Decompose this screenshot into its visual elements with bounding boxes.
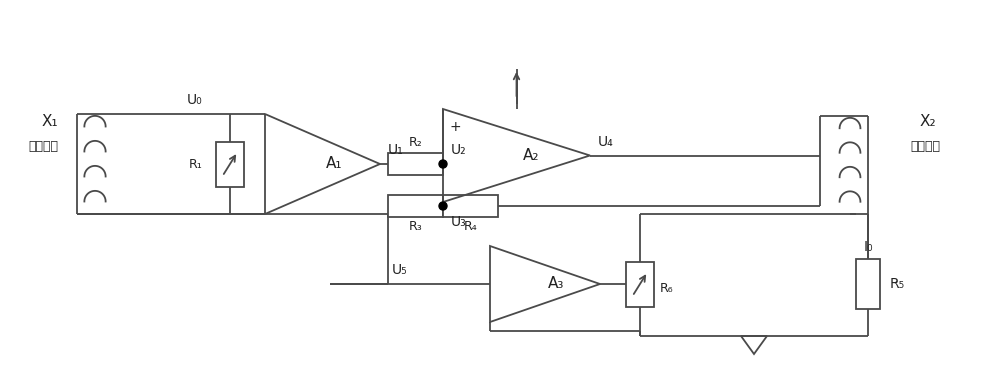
Text: +: + [449,120,461,134]
Bar [216,141,244,187]
Text: R₂: R₂ [409,136,422,149]
Bar [856,259,880,309]
Bar [388,153,443,175]
Circle shape [439,160,447,168]
Text: I₀: I₀ [863,240,873,254]
Bar [388,195,443,217]
Text: A₁: A₁ [326,157,342,172]
Text: U₀: U₀ [187,93,203,107]
Bar [443,195,498,217]
Text: U₅: U₅ [392,263,408,277]
Text: R₅: R₅ [890,277,905,291]
Circle shape [439,202,447,210]
Text: R₁: R₁ [188,157,202,170]
Text: X₂: X₂ [920,114,937,129]
Text: U₃: U₃ [451,215,467,229]
Text: A₃: A₃ [548,276,564,291]
Text: R₆: R₆ [660,281,674,295]
Text: R₄: R₄ [464,220,477,233]
Bar [626,262,654,306]
Text: X₁: X₁ [42,114,59,129]
Text: U₄: U₄ [598,134,614,149]
Text: R₃: R₃ [409,220,422,233]
Text: U₂: U₂ [451,143,467,157]
Text: 补偿绕组: 补偿绕组 [910,139,940,152]
Text: A₂: A₂ [523,148,539,163]
Text: 测量绕组: 测量绕组 [28,139,58,152]
Text: U₁: U₁ [388,143,404,157]
